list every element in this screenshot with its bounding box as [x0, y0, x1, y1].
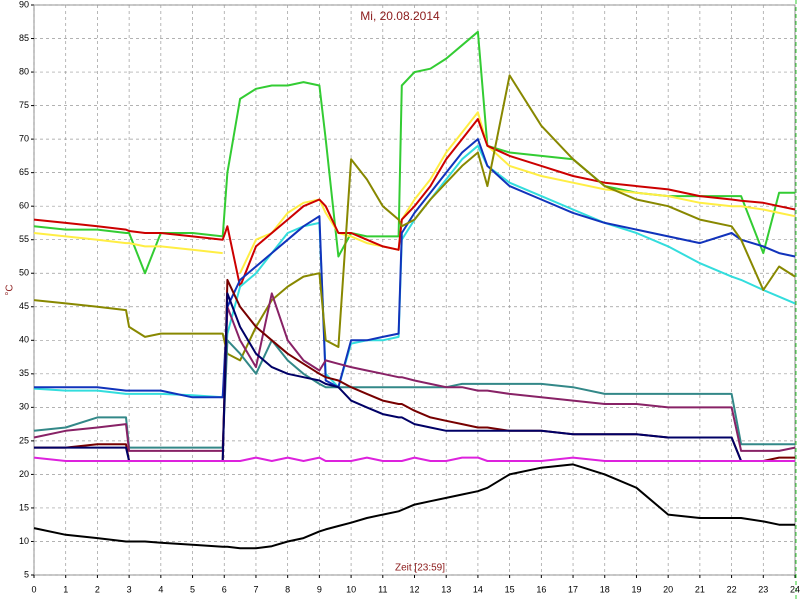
x-tick-label: 17	[568, 584, 578, 594]
x-tick-label: 23	[758, 584, 768, 594]
x-tick-label: 11	[378, 584, 387, 594]
y-tick-label: 5	[24, 569, 29, 579]
y-tick-label: 55	[19, 234, 29, 244]
series-line	[33, 118, 796, 288]
x-axis-label: Zeit [23:59]	[395, 563, 445, 574]
x-tick-label: 2	[95, 584, 100, 594]
x-tick-label: 5	[190, 584, 195, 594]
x-tick-label: 0	[31, 584, 36, 594]
y-tick-label: 80	[19, 66, 29, 76]
x-tick-label: 8	[285, 584, 290, 594]
x-tick-label: 15	[505, 584, 515, 594]
series-line	[33, 339, 795, 449]
x-tick-label: 7	[253, 584, 258, 594]
x-tick-label: 4	[158, 584, 163, 594]
series-line	[33, 463, 795, 550]
x-tick-label: 16	[536, 584, 546, 594]
y-tick-label: 70	[19, 133, 29, 143]
y-tick-label: 85	[19, 33, 29, 43]
series-line	[33, 292, 796, 452]
x-tick-label: 13	[441, 584, 451, 594]
y-tick-label: 30	[19, 402, 29, 412]
y-tick-label: 60	[19, 201, 29, 211]
y-tick-label: 50	[19, 268, 29, 278]
y-tick-label: 10	[19, 536, 29, 546]
chart-title: Mi, 20.08.2014	[360, 9, 440, 23]
y-tick-label: 75	[19, 100, 29, 110]
x-tick-label: 19	[631, 584, 641, 594]
x-tick-label: 6	[222, 584, 227, 594]
x-tick-label: 22	[727, 584, 737, 594]
series-line	[33, 456, 795, 462]
y-tick-label: 45	[19, 301, 29, 311]
x-tick-label: 1	[63, 584, 68, 594]
y-tick-label: 15	[19, 502, 29, 512]
x-tick-label: 20	[663, 584, 673, 594]
y-tick-label: 65	[19, 167, 29, 177]
y-tick-label: 20	[19, 469, 29, 479]
y-tick-label: 90	[19, 0, 29, 9]
x-tick-label: 12	[409, 584, 419, 594]
x-tick-label: 10	[346, 584, 356, 594]
x-tick-label: 18	[600, 584, 610, 594]
y-axis-label: °C	[5, 284, 16, 295]
series-line	[33, 74, 796, 362]
y-tick-label: 40	[19, 335, 29, 345]
x-tick-label: 3	[127, 584, 132, 594]
y-tick-label: 25	[19, 435, 29, 445]
x-tick-label: 9	[317, 584, 322, 594]
x-tick-label: 21	[695, 584, 705, 594]
y-tick-label: 35	[19, 368, 29, 378]
x-tick-label: 14	[473, 584, 483, 594]
series-line	[34, 138, 796, 399]
lines	[33, 30, 796, 550]
x-tick-label: 24	[790, 584, 800, 594]
